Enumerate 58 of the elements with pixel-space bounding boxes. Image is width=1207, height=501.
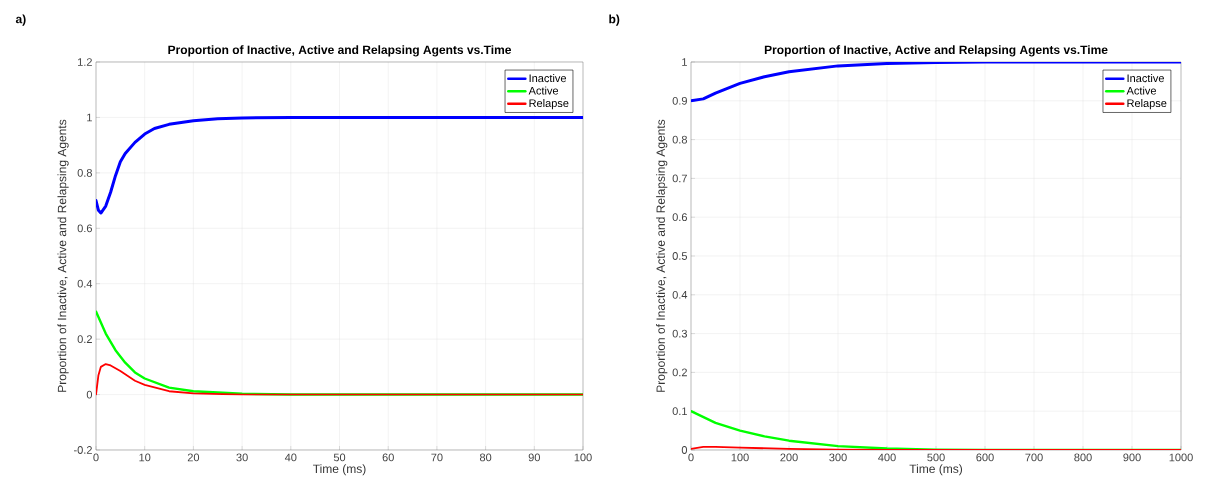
x-tick-label: 60: [382, 453, 394, 462]
x-axis-title: Time (ms): [313, 464, 366, 476]
x-tick-label: 700: [1025, 453, 1043, 462]
x-tick-label: 80: [479, 453, 492, 462]
y-tick-label: 0: [86, 390, 93, 399]
x-tick-label: 0: [93, 453, 99, 462]
legend-label: Relapse: [529, 99, 569, 110]
y-tick-label: 0.5: [672, 252, 687, 260]
x-tick-label: 600: [976, 453, 994, 462]
x-axis-title: Time (ms): [909, 464, 963, 476]
text: b): [609, 14, 620, 26]
y-tick-label: 0.3: [672, 329, 687, 338]
x-tick-label: 10: [139, 453, 151, 462]
y-tick-label: 1: [87, 113, 92, 122]
legend-label: Active: [1126, 86, 1157, 95]
x-tick-label: 500: [927, 453, 945, 462]
y-tick-label: 1.2: [78, 58, 92, 66]
text: a): [15, 14, 26, 26]
x-tick-label: 300: [829, 453, 847, 462]
y-tick-label: 0.6: [77, 224, 92, 233]
x-tick-label: 50: [333, 453, 346, 462]
x-tick-label: 200: [780, 453, 798, 462]
y-tick-label: 0.6: [672, 213, 687, 222]
x-tick-label: 100: [731, 453, 749, 462]
y-tick-label: 1: [682, 58, 687, 66]
y-tick-label: 0.2: [672, 368, 687, 377]
legend-label: Relapse: [1127, 99, 1167, 110]
y-tick-label: 0: [681, 446, 688, 454]
x-tick-label: 1000: [1169, 453, 1193, 462]
y-axis-title: Proportion of Inactive, Active and Relapsing Agents: [57, 119, 69, 392]
legend-label: Inactive: [529, 74, 567, 83]
x-tick-label: 900: [1123, 453, 1141, 462]
y-tick-label: -0.2: [74, 446, 92, 454]
x-tick-label: 40: [284, 453, 297, 462]
chart-title: Proportion of Inactive, Active and Relapsing Agents vs.Time: [764, 45, 1108, 57]
y-tick-label: 0.9: [672, 96, 687, 105]
x-tick-label: 400: [878, 453, 896, 462]
y-tick-label: 0.1: [672, 407, 687, 416]
y-axis-title: Proportion of Inactive, Active and Relapsing Agents: [656, 119, 668, 392]
x-tick-label: 30: [236, 453, 248, 462]
y-tick-label: 0.7: [672, 174, 687, 183]
x-tick-label: 0: [688, 453, 694, 462]
legend-label: Active: [528, 86, 559, 95]
line-series: [96, 115, 584, 215]
x-tick-label: 800: [1074, 453, 1092, 462]
y-tick-label: 0.4: [672, 290, 688, 299]
x-tick-label: 100: [574, 453, 592, 462]
x-tick-label: 90: [528, 453, 540, 462]
y-tick-label: 0.8: [672, 135, 687, 144]
y-tick-label: 0.8: [77, 168, 92, 177]
y-tick-label: 0.4: [77, 279, 93, 288]
line-series: [96, 363, 584, 396]
y-tick-label: 0.2: [77, 335, 92, 344]
x-tick-label: 70: [431, 453, 443, 462]
legend-label: Inactive: [1127, 74, 1164, 83]
line-series: [96, 310, 584, 396]
x-tick-label: 20: [187, 453, 200, 462]
chart-title: Proportion of Inactive, Active and Relapsing Agents vs.Time: [168, 45, 512, 57]
